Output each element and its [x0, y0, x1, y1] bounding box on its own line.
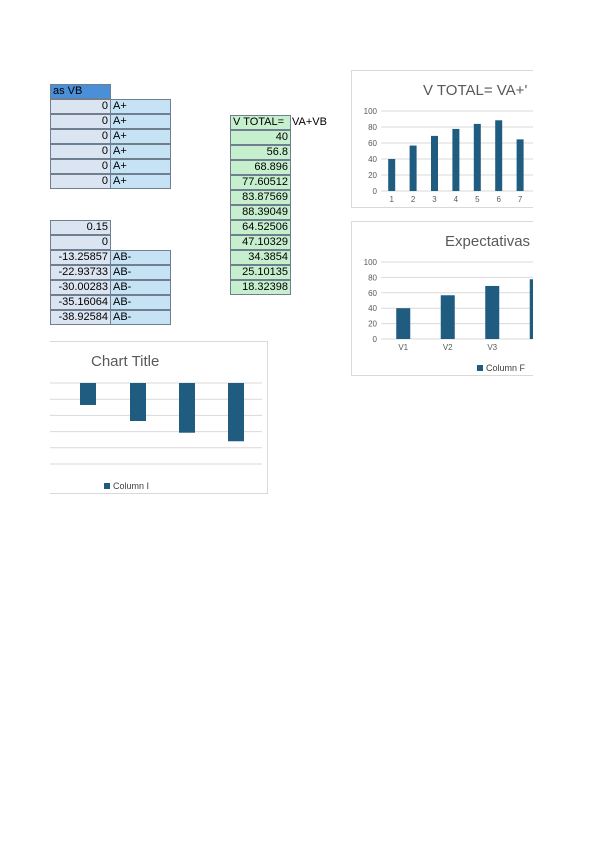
label-cell[interactable]: A+ [110, 159, 171, 174]
label-cell[interactable]: AB- [110, 265, 171, 280]
y-tick-label: 0 [373, 187, 378, 196]
x-tick-label: 6 [496, 195, 501, 204]
bar [130, 383, 146, 422]
vtotal-value-cell[interactable]: 77.60512 [230, 175, 291, 190]
bar [228, 383, 244, 442]
legend-label: Column I [113, 481, 150, 491]
x-tick-label: 5 [475, 195, 480, 204]
vtotal-value-cell[interactable]: 18.32398 [230, 280, 291, 295]
vtotal-value-cell[interactable]: 34.3854 [230, 250, 291, 265]
label-cell[interactable]: A+ [110, 144, 171, 159]
legend-swatch [104, 483, 110, 489]
vtotal-value-cell[interactable]: 64.52506 [230, 220, 291, 235]
x-tick-label: V1 [398, 343, 408, 352]
vtotal-formula-text: VA+VB [292, 116, 327, 128]
label-cell[interactable]: A+ [110, 129, 171, 144]
value-cell[interactable]: 0 [50, 159, 111, 174]
y-tick-label: 60 [368, 139, 377, 148]
value-cell[interactable]: -30.00283 [50, 280, 111, 295]
y-tick-label: 80 [368, 123, 377, 132]
label-cell[interactable]: AB- [110, 310, 171, 325]
x-tick-label: 7 [518, 195, 523, 204]
x-tick-label: V3 [487, 343, 497, 352]
x-tick-label: 2 [411, 195, 416, 204]
bar [80, 383, 96, 405]
value-cell[interactable]: 0 [50, 129, 111, 144]
bar [473, 123, 481, 191]
x-tick-label: 1 [389, 195, 394, 204]
value-cell[interactable]: 0 [50, 174, 111, 189]
vtotal-chart[interactable]: V TOTAL= VA+' 0 20 40 60 80 100 1 2 3 4 5 6 7 [351, 70, 533, 208]
bar [396, 308, 411, 339]
vtotal-value-cell[interactable]: 25.10135 [230, 265, 291, 280]
bar [529, 279, 533, 339]
label-cell[interactable]: AB- [110, 250, 171, 265]
y-tick-label: 40 [368, 155, 377, 164]
bar [485, 285, 500, 339]
label-cell[interactable]: A+ [110, 174, 171, 189]
value-cell[interactable]: 0.15 [50, 220, 111, 235]
expectativas-chart[interactable]: Expectativas 020406080100V1V2V3V Column … [351, 221, 533, 376]
vtotal-chart-plot: 0 20 40 60 80 100 1 2 3 4 5 6 7 [364, 107, 533, 204]
bar [440, 295, 455, 339]
y-tick-label: 100 [364, 107, 378, 116]
vtotal-value-cell[interactable]: 40 [230, 130, 291, 145]
label-cell[interactable]: A+ [110, 99, 171, 114]
legend-label: Column F [486, 363, 526, 373]
bar [179, 383, 195, 433]
legend-swatch [477, 365, 483, 371]
y-tick-label: 80 [368, 273, 377, 282]
chart-title-chart[interactable]: Chart Title Column I [50, 341, 268, 494]
value-cell[interactable]: -13.25857 [50, 250, 111, 265]
y-tick-label: 100 [364, 258, 378, 267]
bar [431, 135, 438, 191]
chart-title: Expectativas [445, 233, 531, 250]
y-tick-label: 40 [368, 304, 377, 313]
bar [516, 139, 524, 191]
value-cell[interactable]: 0 [50, 99, 111, 114]
y-tick-label: 0 [373, 335, 378, 344]
chart-title: V TOTAL= VA+' [423, 82, 528, 99]
vtotal-value-cell[interactable]: 68.896 [230, 160, 291, 175]
value-cell[interactable]: 0 [50, 144, 111, 159]
bar [495, 120, 503, 191]
y-tick-label: 20 [368, 171, 377, 180]
vtotal-value-cell[interactable]: 88.39049 [230, 205, 291, 220]
chart-title-plot [50, 382, 262, 465]
vtotal-value-cell[interactable]: 47.10329 [230, 235, 291, 250]
value-cell[interactable]: -35.16064 [50, 295, 111, 310]
x-tick-label: 4 [454, 195, 459, 204]
x-tick-label: 3 [432, 195, 437, 204]
chart-title: Chart Title [91, 353, 160, 370]
chart-legend: Column I [104, 481, 149, 491]
expectativas-chart-plot: 020406080100V1V2V3V [364, 258, 533, 352]
vtotal-header-cell[interactable]: V TOTAL= [230, 115, 291, 130]
value-cell[interactable]: 0 [50, 114, 111, 129]
bar [452, 128, 460, 191]
label-cell[interactable]: A+ [110, 114, 171, 129]
label-cell[interactable]: AB- [110, 280, 171, 295]
label-cell[interactable]: AB- [110, 295, 171, 310]
vtotal-value-cell[interactable]: 83.87569 [230, 190, 291, 205]
vtotal-value-cell[interactable]: 56.8 [230, 145, 291, 160]
bar [388, 159, 396, 191]
y-tick-label: 20 [368, 320, 377, 329]
value-cell[interactable]: -38.92584 [50, 310, 111, 325]
chart-legend: Column F [477, 363, 525, 373]
value-cell[interactable]: 0 [50, 235, 111, 250]
y-tick-label: 60 [368, 289, 377, 298]
value-cell[interactable]: -22.93733 [50, 265, 111, 280]
x-tick-label: V2 [443, 343, 453, 352]
header-vb-cell[interactable]: as VB [50, 84, 111, 99]
bar [409, 145, 417, 191]
